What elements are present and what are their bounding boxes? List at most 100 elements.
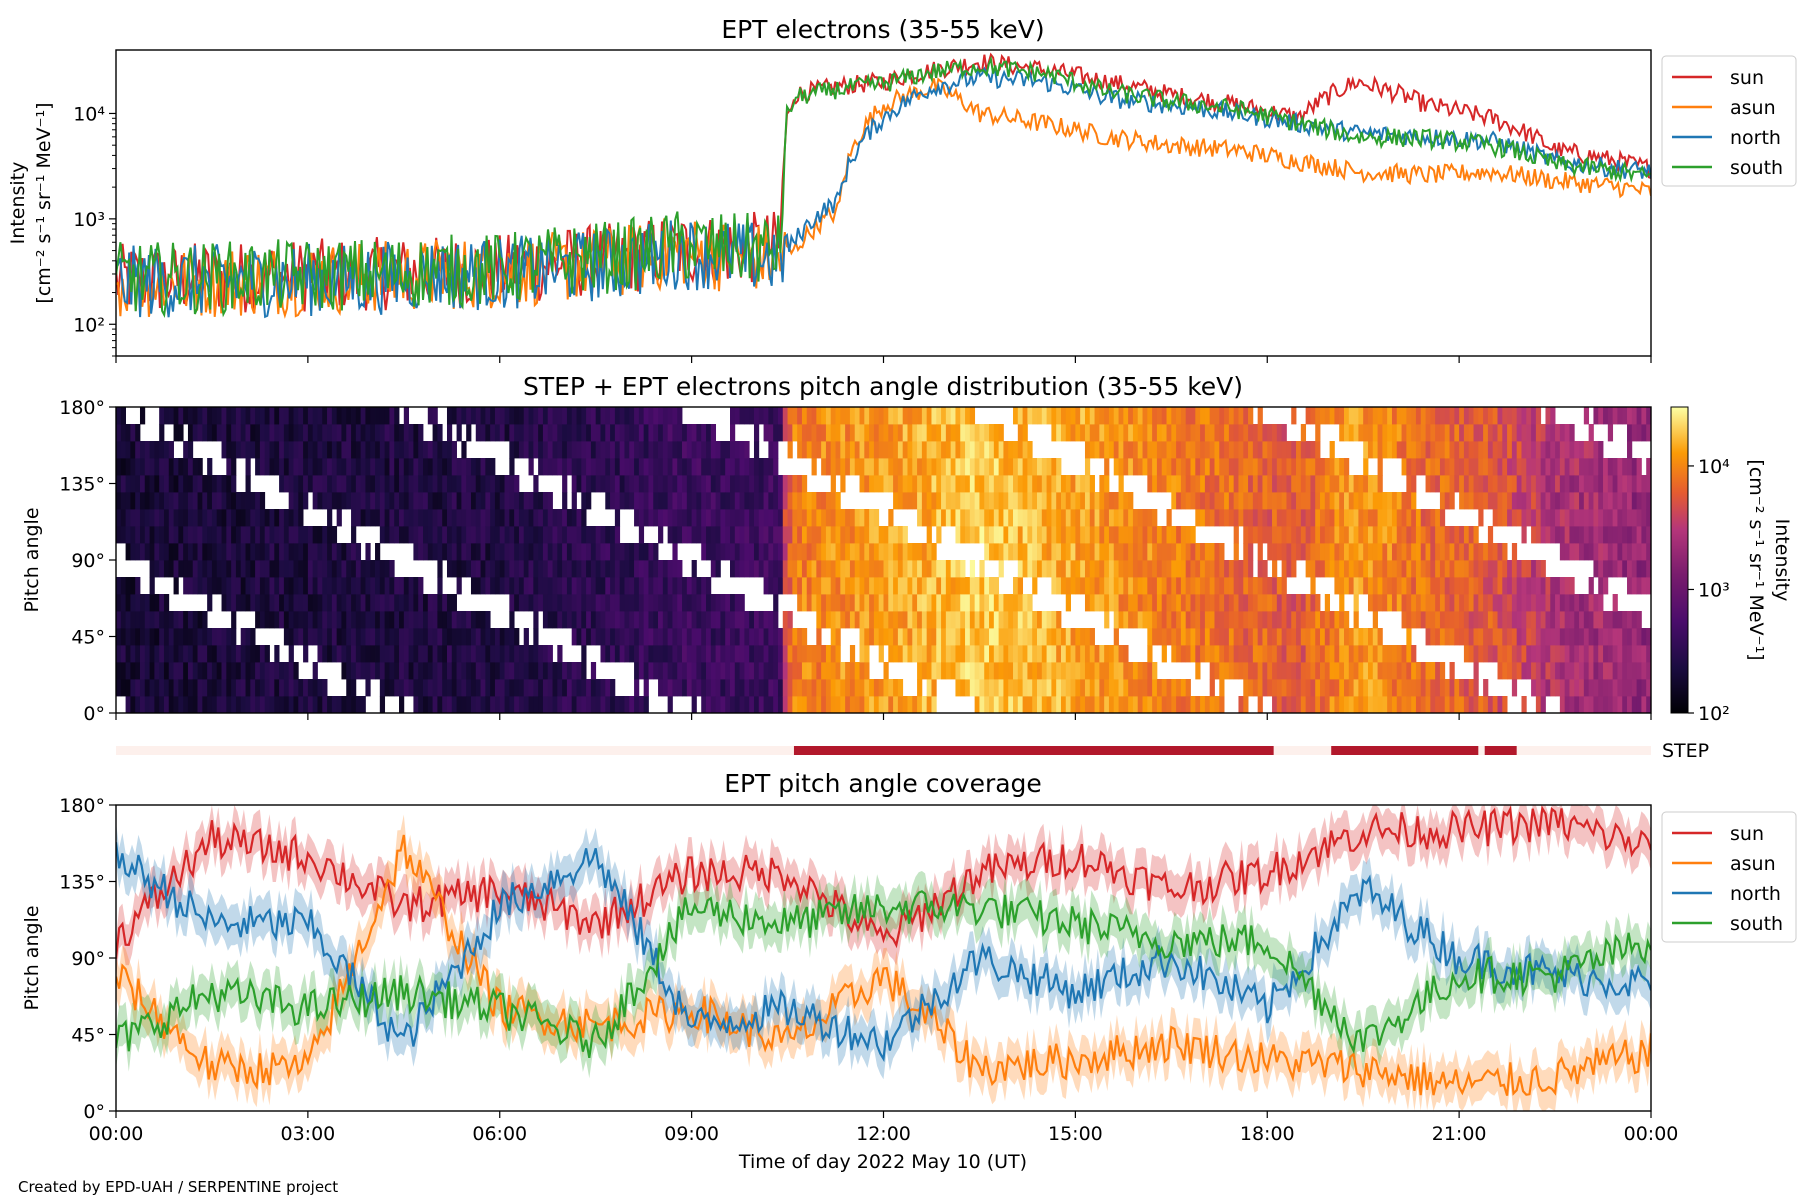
heatmap-cell <box>586 628 592 646</box>
heatmap-cell <box>1267 475 1273 493</box>
heatmap-cell <box>274 662 280 680</box>
heatmap-cell <box>634 458 640 476</box>
heatmap-cell <box>456 407 462 425</box>
heatmap-cell <box>499 679 505 697</box>
panel1-legend-label-asun: asun <box>1730 97 1776 119</box>
heatmap-cell <box>811 679 817 697</box>
heatmap-cell <box>288 407 294 425</box>
heatmap-cell <box>245 594 251 612</box>
heatmap-cell <box>816 679 822 697</box>
heatmap-cell <box>634 662 640 680</box>
heatmap-cell <box>1171 424 1177 442</box>
heatmap-cell <box>1507 560 1513 578</box>
heatmap-cell <box>1084 645 1091 663</box>
heatmap-cell <box>1291 441 1297 459</box>
heatmap-cell <box>974 424 980 442</box>
heatmap-cell <box>1176 492 1182 510</box>
heatmap-cell <box>168 628 174 646</box>
heatmap-cell <box>451 560 457 578</box>
heatmap-cell <box>706 458 712 476</box>
heatmap-cell <box>1310 611 1316 629</box>
heatmap-cell <box>921 441 928 459</box>
heatmap-cell <box>1358 679 1364 697</box>
heatmap-cell <box>777 560 784 578</box>
heatmap-cell <box>130 458 136 476</box>
heatmap-cell <box>1180 543 1187 561</box>
heatmap-cell <box>888 560 894 578</box>
heatmap-cell <box>1243 407 1249 425</box>
heatmap-cell <box>576 679 582 697</box>
heatmap-cell <box>480 458 486 476</box>
heatmap-cell <box>917 628 923 646</box>
heatmap-cell <box>231 679 237 697</box>
heatmap-cell <box>192 543 198 561</box>
heatmap-cell <box>360 611 366 629</box>
heatmap-cell <box>739 526 745 544</box>
heatmap-cell <box>1156 458 1163 476</box>
heatmap-cell <box>945 628 952 646</box>
heatmap-cell <box>1411 662 1417 680</box>
heatmap-cell <box>1463 696 1470 713</box>
heatmap-cell <box>1180 679 1187 697</box>
heatmap-cell <box>1219 577 1225 595</box>
heatmap-cell <box>139 696 146 713</box>
heatmap-cell <box>499 509 505 527</box>
heatmap-cell <box>1310 492 1316 510</box>
heatmap-cell <box>504 509 510 527</box>
heatmap-cell <box>562 458 568 476</box>
heatmap-cell <box>1430 407 1436 425</box>
heatmap-cell <box>682 662 688 680</box>
heatmap-cell <box>427 696 433 713</box>
heatmap-cell <box>331 526 338 544</box>
heatmap-cell <box>941 611 947 629</box>
heatmap-cell <box>1348 679 1354 697</box>
heatmap-cell <box>480 509 486 527</box>
heatmap-cell <box>830 611 836 629</box>
heatmap-cell <box>1099 424 1105 442</box>
heatmap-cell <box>408 594 414 612</box>
heatmap-cell <box>1372 696 1378 713</box>
heatmap-cell <box>600 611 606 629</box>
heatmap-cell <box>821 560 827 578</box>
heatmap-cell <box>1281 645 1287 663</box>
heatmap-cell <box>566 594 573 612</box>
heatmap-cell <box>1166 407 1172 425</box>
heatmap-cell <box>941 594 947 612</box>
heatmap-cell <box>413 577 419 595</box>
heatmap-cell <box>955 645 961 663</box>
heatmap-cell <box>494 577 501 595</box>
heatmap-cell <box>514 475 520 493</box>
heatmap-cell <box>816 645 822 663</box>
heatmap-cell <box>226 475 232 493</box>
heatmap-cell <box>1070 679 1076 697</box>
heatmap-cell <box>1631 526 1638 544</box>
heatmap-cell <box>1219 611 1225 629</box>
heatmap-cell <box>1439 441 1446 459</box>
heatmap-cell <box>125 475 131 493</box>
heatmap-cell <box>806 560 812 578</box>
heatmap-cell <box>955 492 961 510</box>
heatmap-cell <box>614 424 621 442</box>
heatmap-cell <box>1401 679 1407 697</box>
heatmap-cell <box>1406 628 1412 646</box>
heatmap-cell <box>480 577 486 595</box>
heatmap-cell <box>1094 492 1100 510</box>
heatmap-cell <box>178 662 184 680</box>
heatmap-cell <box>1334 628 1340 646</box>
heatmap-cell <box>159 526 165 544</box>
heatmap-cell <box>1473 645 1479 663</box>
heatmap-cell <box>168 441 174 459</box>
heatmap-cell <box>509 560 515 578</box>
heatmap-cell <box>1070 696 1076 713</box>
heatmap-cell <box>1108 679 1115 697</box>
heatmap-cell <box>1171 645 1177 663</box>
heatmap-cell <box>586 543 592 561</box>
heatmap-cell <box>1324 475 1331 493</box>
heatmap-cell <box>1041 662 1047 680</box>
heatmap-cell <box>235 560 242 578</box>
heatmap-cell <box>1516 645 1522 663</box>
heatmap-cell <box>849 696 856 713</box>
heatmap-cell <box>787 407 793 425</box>
heatmap-cell <box>581 662 587 680</box>
heatmap-cell <box>989 475 995 493</box>
